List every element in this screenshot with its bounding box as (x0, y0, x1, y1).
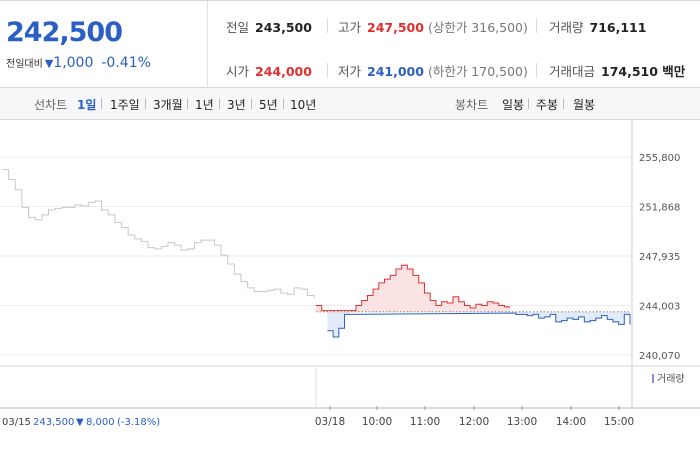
upper-limit: (상한가 316,500) (427, 20, 528, 35)
low-value: 241,000 (367, 64, 424, 79)
divider (145, 98, 146, 109)
price-box: 242,500 전일대비 ▼1,000 -0.41% (0, 1, 208, 88)
period-1w-button[interactable]: 1주일 (110, 98, 140, 112)
weekly-candle-button[interactable]: 주봉 (536, 98, 559, 112)
x-axis-ticks: 03/18 10:00 11:00 12:00 13:00 14:00 15:00 (315, 406, 634, 428)
period-1y-button[interactable]: 1년 (195, 98, 214, 112)
open-label: 시가 (226, 64, 250, 79)
daily-candle-button[interactable]: 일봉 (502, 98, 525, 112)
y-tick-label: 240,070 (639, 351, 680, 362)
x-tick-label: 03/18 (315, 416, 345, 428)
footer-summary: 03/15 243,500 ▼ 8,000 (-3.18%) (2, 417, 160, 428)
y-tick-label: 247,935 (639, 252, 680, 263)
divider (283, 98, 284, 109)
chart-grid (0, 156, 632, 356)
high-value: 247,500 (367, 20, 424, 35)
y-tick-label: 255,800 (639, 153, 680, 164)
quote-panel: 242,500 전일대비 ▼1,000 -0.41% 전일 243,500 고가 247… (0, 0, 700, 88)
volume-label: 거래량 (549, 20, 584, 35)
change-amount: 1,000 (53, 55, 94, 71)
change-label: 전일대비 (6, 59, 43, 70)
x-tick-label: 11:00 (410, 416, 440, 428)
volume-legend: 거래량 (652, 373, 685, 385)
trade-value: 거래대금 174,510 백만 (549, 61, 685, 80)
x-tick-label: 12:00 (459, 416, 489, 428)
divider (219, 98, 220, 109)
divider (327, 63, 328, 77)
high-price: 고가 247,500 (상한가 316,500) (338, 17, 528, 36)
prev-close: 전일 243,500 (226, 17, 312, 36)
y-axis-ticks: 255,800 251,868 247,935 244,003 240,070 (639, 153, 680, 362)
period-10y-button[interactable]: 10년 (290, 98, 317, 112)
change-percent: -0.41% (101, 55, 151, 71)
line-chart-title: 선차트 (34, 98, 68, 112)
volume-legend-swatch (652, 374, 654, 383)
trade-value-value: 174,510 백만 (601, 64, 686, 79)
monthly-candle-button[interactable]: 월봉 (573, 98, 596, 112)
candle-chart-title: 봉차트 (455, 98, 489, 112)
open-price: 시가 244,000 (226, 61, 312, 80)
triangle-down-icon: ▼ (76, 417, 84, 428)
divider (327, 19, 328, 33)
open-value: 244,000 (255, 64, 312, 79)
volume-value: 716,111 (589, 20, 647, 35)
chart-control-bar: 선차트 1일 1주일 3개월 1년 3년 5년 10년 봉차트 일봉 주봉 월봉 (0, 88, 700, 120)
x-tick-label: 15:00 (604, 416, 634, 428)
intraday-up-line (316, 264, 511, 312)
volume-legend-label: 거래량 (657, 373, 685, 385)
prev-close-label: 전일 (226, 20, 250, 35)
footer-percent: (-3.18%) (117, 417, 160, 428)
triangle-down-icon: ▼ (44, 57, 54, 70)
footer-price: 243,500 (33, 417, 74, 428)
trade-value-label: 거래대금 (549, 64, 596, 79)
divider (536, 19, 537, 33)
divider (563, 98, 564, 109)
low-price: 저가 241,000 (하한가 170,500) (338, 61, 528, 80)
low-label: 저가 (338, 64, 362, 79)
period-3y-button[interactable]: 3년 (227, 98, 246, 112)
high-label: 고가 (338, 20, 362, 35)
loss-area (316, 311, 630, 337)
x-tick-label: 13:00 (507, 416, 537, 428)
intraday-down-line (327, 312, 631, 338)
change-row: 전일대비 ▼1,000 -0.41% (6, 55, 151, 71)
period-1d-button[interactable]: 1일 (77, 98, 97, 112)
divider (101, 98, 102, 109)
volume: 거래량 716,111 (549, 17, 646, 36)
lower-limit: (하한가 170,500) (427, 64, 528, 79)
history-price-line (2, 169, 315, 298)
y-tick-label: 251,868 (639, 203, 680, 214)
x-tick-label: 10:00 (362, 416, 392, 428)
current-price: 242,500 (6, 17, 123, 48)
x-tick-label: 14:00 (556, 416, 586, 428)
footer-date: 03/15 (2, 417, 31, 428)
period-5y-button[interactable]: 5년 (259, 98, 278, 112)
period-3m-button[interactable]: 3개월 (153, 98, 183, 112)
gain-area (316, 265, 630, 312)
divider (187, 98, 188, 109)
footer-change: 8,000 (86, 417, 115, 428)
divider (251, 98, 252, 109)
y-tick-label: 244,003 (639, 302, 680, 313)
prev-close-value: 243,500 (255, 20, 312, 35)
divider (528, 98, 529, 109)
divider (536, 63, 537, 77)
